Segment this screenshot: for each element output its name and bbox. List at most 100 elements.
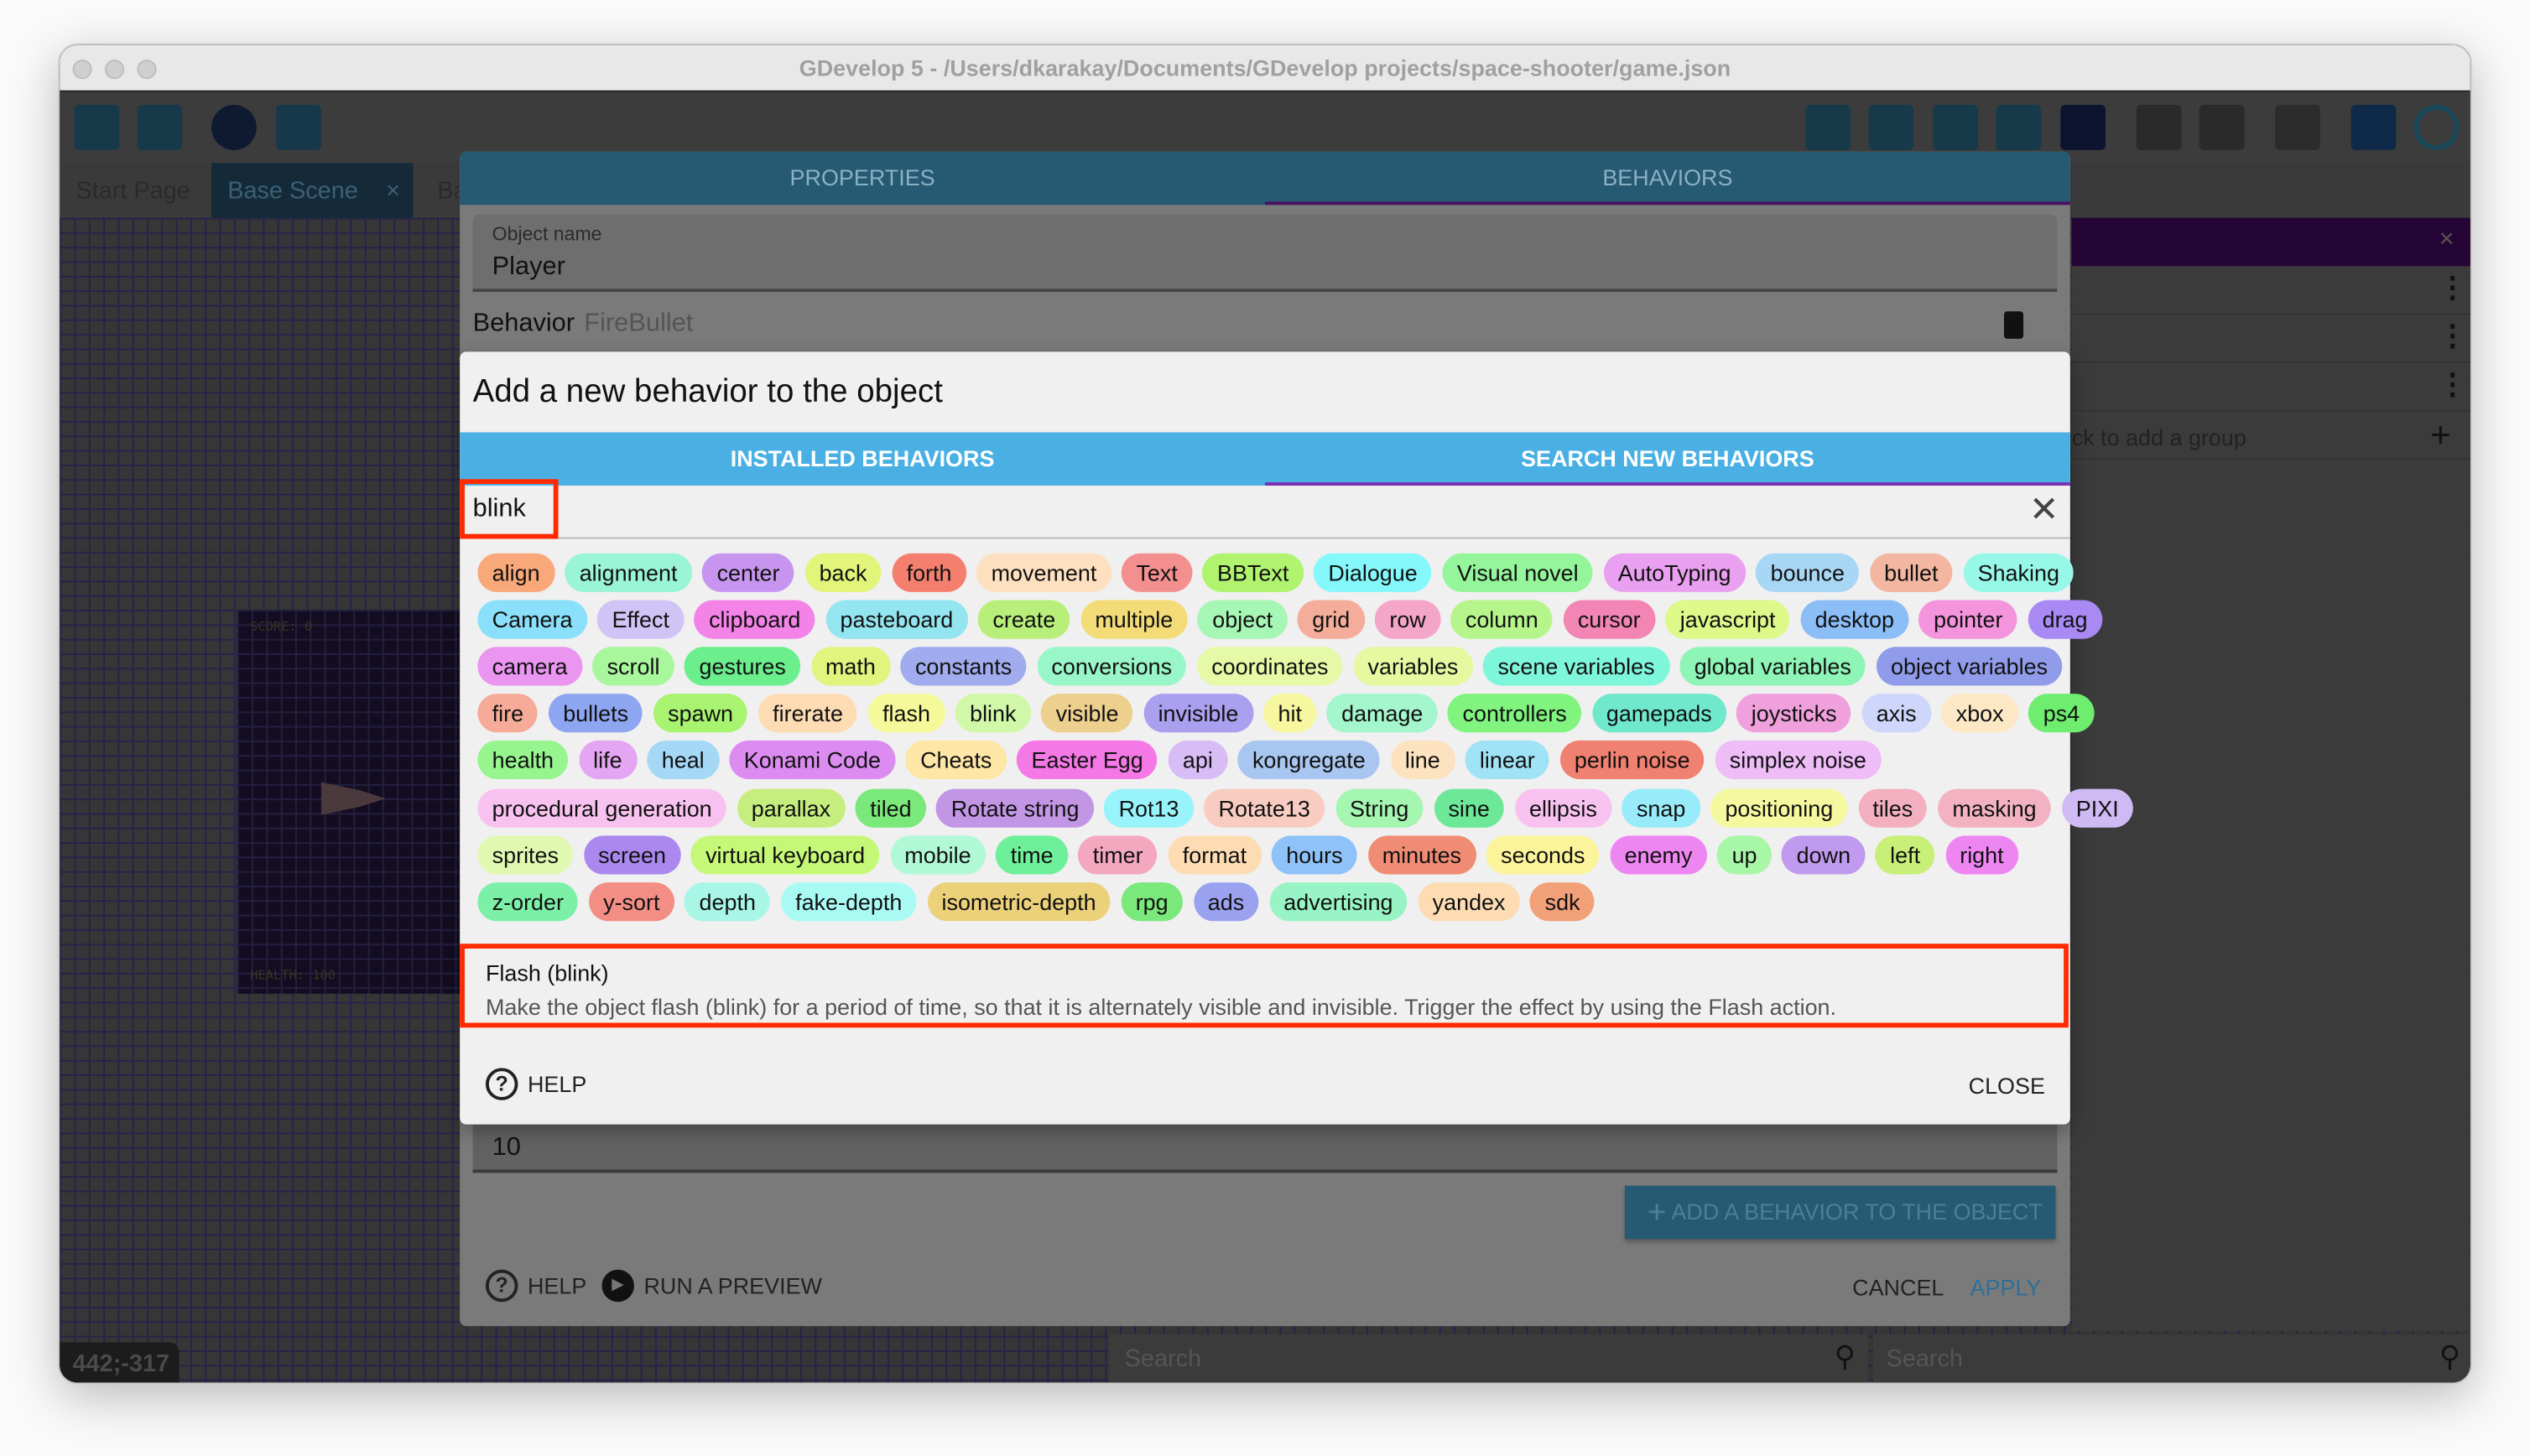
delete-selection-icon[interactable] [2275, 105, 2320, 150]
tag-chip[interactable]: conversions [1037, 647, 1187, 686]
tag-chip[interactable]: pointer [1918, 600, 2017, 639]
add-behavior-button[interactable]: + ADD A BEHAVIOR TO THE OBJECT [1624, 1185, 2056, 1240]
tag-chip[interactable]: bullet [1869, 553, 1953, 592]
tag-chip[interactable]: cursor [1563, 600, 1655, 639]
undo-icon[interactable] [2136, 105, 2182, 150]
close-button[interactable]: CLOSE [1968, 1073, 2045, 1099]
tag-chip[interactable]: left [1875, 835, 1935, 874]
tag-chip[interactable]: ps4 [2028, 694, 2095, 733]
search-field[interactable]: blink ✕ [460, 479, 2070, 539]
tag-chip[interactable]: grid [1297, 600, 1365, 639]
tag-chip[interactable]: Cheats [905, 741, 1007, 780]
plus-icon[interactable]: + [2430, 414, 2451, 455]
tag-chip[interactable]: up [1717, 835, 1772, 874]
properties-icon[interactable] [1933, 105, 1979, 150]
tag-chip[interactable]: perlin noise [1559, 741, 1705, 780]
tag-chip[interactable]: scroll [592, 647, 674, 686]
tag-chip[interactable]: PIXI [2061, 788, 2134, 827]
player-ship[interactable] [320, 782, 386, 815]
tag-chip[interactable]: flash [867, 694, 945, 733]
run-preview-button[interactable]: ▶ RUN A PREVIEW [601, 1269, 822, 1303]
tag-chip[interactable]: sine [1434, 788, 1505, 827]
tag-chip[interactable]: tiles [1858, 788, 1928, 827]
tag-chip[interactable]: Visual novel [1442, 553, 1593, 592]
tab-base-scene[interactable]: Base Scene × [211, 163, 414, 218]
scene-icon[interactable] [137, 105, 183, 150]
tag-chip[interactable]: clipboard [694, 600, 815, 639]
tag-chip[interactable]: yandex [1418, 881, 1520, 921]
tag-chip[interactable]: linear [1465, 741, 1550, 780]
tag-chip[interactable]: row [1375, 600, 1441, 639]
tag-chip[interactable]: BBText [1202, 553, 1304, 592]
tag-chip[interactable]: javascript [1665, 600, 1790, 639]
behavior-field[interactable]: 10 [472, 1124, 2058, 1173]
zoom-reset-icon[interactable] [2413, 105, 2460, 150]
tag-chip[interactable]: Effect [597, 600, 685, 639]
tag-chip[interactable]: parallax [737, 788, 846, 827]
more-options-icon[interactable]: ⋮ [2438, 271, 2467, 304]
tag-chip[interactable]: life [578, 741, 637, 780]
tag-chip[interactable]: column [1450, 600, 1554, 639]
tag-chip[interactable]: kongregate [1237, 741, 1381, 780]
tag-chip[interactable]: camera [477, 647, 582, 686]
more-options-icon[interactable]: ⋮ [2438, 367, 2467, 401]
tag-chip[interactable]: Easter Egg [1017, 741, 1158, 780]
cancel-button[interactable]: CANCEL [1852, 1274, 1944, 1301]
object-name-field[interactable]: Object name Player [472, 214, 2058, 293]
tag-chip[interactable]: back [804, 553, 882, 592]
tag-chip[interactable]: hit [1263, 694, 1317, 733]
tag-chip[interactable]: bullets [548, 694, 643, 733]
tag-chip[interactable]: format [1168, 835, 1262, 874]
tag-chip[interactable]: object variables [1876, 647, 2063, 686]
tag-chip[interactable]: fake-depth [780, 881, 917, 921]
tag-chip[interactable]: ads [1193, 881, 1259, 921]
tag-chip[interactable]: create [978, 600, 1070, 639]
tag-chip[interactable]: right [1944, 835, 2018, 874]
tag-chip[interactable]: multiple [1080, 600, 1188, 639]
tag-chip[interactable]: sdk [1530, 881, 1595, 921]
tag-chip[interactable]: isometric-depth [927, 881, 1111, 921]
tab-properties[interactable]: PROPERTIES [460, 151, 1266, 205]
help-button[interactable]: ? HELP [485, 1068, 586, 1100]
tag-chip[interactable]: ellipsis [1514, 788, 1612, 827]
tag-chip[interactable]: blink [955, 694, 1031, 733]
apply-button[interactable]: APPLY [1970, 1274, 2042, 1301]
tag-chip[interactable]: invisible [1143, 694, 1253, 733]
tag-chip[interactable]: AutoTyping [1603, 553, 1746, 592]
tag-chip[interactable]: sprites [477, 835, 574, 874]
tag-chip[interactable]: time [996, 835, 1068, 874]
instances-list-icon[interactable] [1996, 105, 2042, 150]
grid-icon[interactable] [2350, 105, 2397, 150]
tag-chip[interactable]: math [810, 647, 891, 686]
tag-chip[interactable]: snap [1622, 788, 1700, 827]
tag-chip[interactable]: mobile [889, 835, 986, 874]
tag-chip[interactable]: desktop [1800, 600, 1909, 639]
debugger-icon[interactable] [275, 105, 321, 150]
tag-chip[interactable]: center [702, 553, 794, 592]
tag-chip[interactable]: controllers [1448, 694, 1582, 733]
tag-chip[interactable]: health [477, 741, 569, 780]
tag-chip[interactable]: Shaking [1963, 553, 2074, 592]
more-options-icon[interactable]: ⋮ [2438, 319, 2467, 352]
behavior-result-item[interactable]: Flash (blink) Make the object flash (bli… [460, 944, 2069, 1028]
tag-chip[interactable]: bounce [1756, 553, 1860, 592]
tag-chip[interactable]: screen [583, 835, 681, 874]
tab-behaviors[interactable]: BEHAVIORS [1265, 151, 2070, 205]
tag-chip[interactable]: Dialogue [1314, 553, 1433, 592]
tab-search-new-behaviors[interactable]: SEARCH NEW BEHAVIORS [1265, 432, 2070, 486]
tag-chip[interactable]: forth [892, 553, 966, 592]
tag-chip[interactable]: hours [1271, 835, 1357, 874]
tag-chip[interactable]: xbox [1941, 694, 2018, 733]
tag-chip[interactable]: gestures [685, 647, 801, 686]
close-panel-icon[interactable]: × [2439, 226, 2455, 253]
tag-chip[interactable]: Rotate13 [1204, 788, 1325, 827]
tag-chip[interactable]: timer [1078, 835, 1158, 874]
tag-chip[interactable]: Rotate string [936, 788, 1094, 827]
play-preview-icon[interactable] [211, 105, 257, 150]
layers-icon[interactable] [2060, 105, 2106, 150]
tag-chip[interactable]: masking [1938, 788, 2051, 827]
tag-chip[interactable]: alignment [565, 553, 692, 592]
tag-chip[interactable]: global variables [1679, 647, 1866, 686]
search-input[interactable]: Search ⚲ [1108, 1334, 1869, 1383]
tag-chip[interactable]: Rot13 [1104, 788, 1194, 827]
